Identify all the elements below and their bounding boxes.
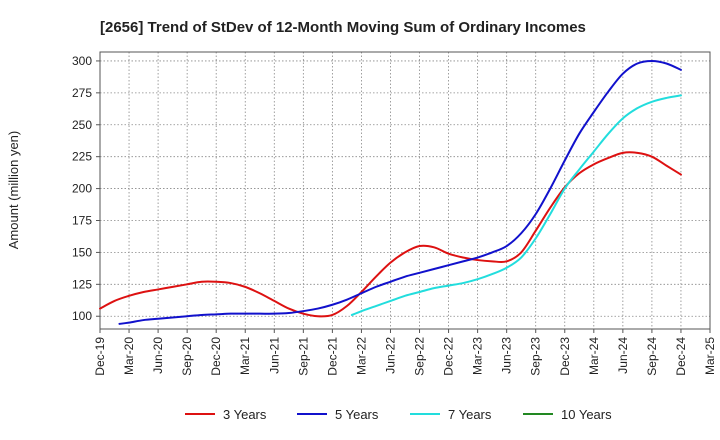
y-tick-label: 275 [72, 86, 92, 100]
x-tick-label: Dec-20 [209, 337, 223, 376]
x-tick-label: Mar-24 [587, 337, 601, 375]
grid [100, 52, 710, 329]
legend-label-10-years: 10 Years [561, 407, 612, 422]
y-tick-label: 200 [72, 182, 92, 196]
legend-label-7-years: 7 Years [448, 407, 492, 422]
y-tick-label: 100 [72, 309, 92, 323]
plot-area [99, 51, 711, 330]
x-axis: Dec-19 Mar-20 Jun-20 Sep-20 Dec-20 Mar-21 Jun-… [93, 329, 717, 376]
x-tick-label: Sep-23 [529, 337, 543, 376]
x-tick-label: Mar-25 [703, 337, 717, 375]
y-tick-label: 300 [72, 54, 92, 68]
x-tick-label: Dec-23 [558, 337, 572, 376]
x-tick-label: Jun-20 [151, 337, 165, 374]
series-line-7-years [350, 94, 682, 316]
x-tick-label: Dec-21 [325, 337, 339, 376]
x-tick-label: Jun-24 [616, 337, 630, 374]
x-tick-label: Mar-20 [122, 337, 136, 375]
x-tick-label: Sep-21 [296, 337, 310, 376]
y-tick-label: 250 [72, 118, 92, 132]
x-tick-label: Dec-19 [93, 337, 107, 376]
x-tick-label: Mar-21 [238, 337, 252, 375]
x-tick-label: Dec-24 [674, 337, 688, 376]
y-axis-label: Amount (million yen) [6, 131, 21, 250]
x-tick-label: Dec-22 [442, 337, 456, 376]
legend: 3 Years 5 Years 7 Years 10 Years [185, 407, 612, 422]
y-tick-label: 225 [72, 150, 92, 164]
y-tick-label: 175 [72, 213, 92, 227]
x-tick-label: Mar-23 [471, 337, 485, 375]
legend-label-3-years: 3 Years [223, 407, 267, 422]
x-tick-label: Jun-23 [500, 337, 514, 374]
series-line-5-years [118, 59, 682, 325]
x-tick-label: Sep-20 [180, 337, 194, 376]
x-tick-label: Sep-24 [645, 337, 659, 376]
x-tick-label: Jun-22 [383, 337, 397, 374]
y-tick-label: 150 [72, 245, 92, 259]
series-group [99, 59, 682, 325]
y-axis: 100 125 150 175 200 225 250 275 300 [72, 54, 100, 323]
y-tick-label: 125 [72, 277, 92, 291]
series-line-3-years [99, 151, 682, 318]
legend-label-5-years: 5 Years [335, 407, 379, 422]
x-tick-label: Sep-22 [413, 337, 427, 376]
chart-title: [2656] Trend of StDev of 12-Month Moving… [100, 19, 586, 36]
x-tick-label: Mar-22 [354, 337, 368, 375]
x-tick-label: Jun-21 [267, 337, 281, 374]
